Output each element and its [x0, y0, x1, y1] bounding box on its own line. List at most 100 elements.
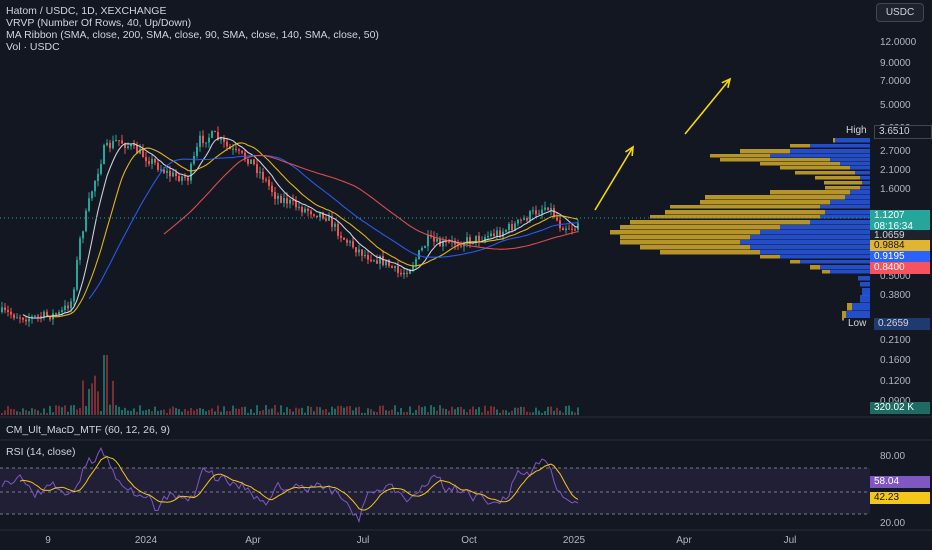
time-axis-label: Jul [356, 535, 370, 546]
candle [160, 169, 162, 171]
candle [232, 148, 234, 150]
candle [265, 179, 267, 181]
volume-bar [37, 410, 39, 415]
volume-profile-up-row [800, 260, 870, 264]
volume-bar [145, 410, 147, 415]
rsi-ma-line [19, 456, 579, 511]
candle [358, 249, 360, 253]
volume-bar [151, 411, 153, 415]
volume-bar [286, 407, 288, 415]
candle [100, 164, 102, 174]
volume-bar [250, 409, 252, 415]
volume-bar [331, 406, 333, 415]
volume-bar [256, 405, 258, 415]
volume-bar [442, 408, 444, 415]
candle [349, 241, 351, 243]
candle [499, 230, 501, 237]
volume-bar [412, 412, 414, 415]
macd-indicator-label[interactable]: CM_Ult_MacD_MTF (60, 12, 26, 9) [6, 424, 170, 436]
volume-bar [97, 391, 99, 415]
candle [151, 158, 153, 164]
volume-bar [259, 411, 261, 415]
candle [541, 209, 543, 214]
volume-bar [223, 406, 225, 415]
time-axis-label: 9 [45, 535, 51, 546]
candle [241, 150, 243, 153]
volume-indicator-label[interactable]: Vol · USDC [6, 41, 60, 53]
candle [373, 260, 375, 262]
candle [574, 229, 576, 231]
volume-bar [247, 412, 249, 415]
currency-button[interactable]: USDC [876, 3, 924, 22]
candle [85, 210, 87, 232]
volume-profile-up-row [780, 255, 870, 259]
candle [355, 247, 357, 253]
candle [58, 311, 60, 315]
candle [40, 316, 42, 318]
ma-line [22, 136, 579, 319]
symbol-title[interactable]: Hatom / USDC, 1D, XEXCHANGE [6, 5, 167, 17]
candle [46, 311, 48, 316]
volume-profile-down-row [795, 171, 855, 175]
candle [34, 315, 36, 317]
candle [73, 289, 75, 302]
volume-profile-up-row [830, 158, 870, 162]
candle [103, 145, 105, 165]
volume-bar [361, 412, 363, 415]
volume-bar [313, 411, 315, 415]
candle [202, 135, 204, 144]
volume-bar [124, 407, 126, 415]
candle [340, 235, 342, 238]
rsi-axis-80: 80.00 [880, 451, 906, 462]
volume-profile-up-row [750, 245, 870, 250]
candle [529, 211, 531, 221]
volume-bar [283, 412, 285, 415]
volume-bar [526, 411, 528, 415]
projection-arrow [594, 146, 634, 211]
volume-profile-down-row [760, 255, 780, 259]
volume-bar [7, 406, 9, 415]
candle [16, 317, 18, 319]
volume-bar [373, 411, 375, 415]
rsi-indicator-label[interactable]: RSI (14, close) [6, 446, 76, 458]
candle [226, 141, 228, 147]
candle [223, 137, 225, 142]
volume-bar [427, 412, 429, 415]
volume-bar [535, 407, 537, 415]
volume-bar [433, 407, 435, 415]
volume-profile-up-row [760, 230, 870, 235]
candle [187, 177, 189, 181]
candle [346, 239, 348, 243]
candle [7, 310, 9, 312]
price-axis-label: 0.0900 [880, 396, 911, 407]
volume-bar [382, 405, 384, 415]
candle [247, 158, 249, 164]
volume-bar [400, 408, 402, 415]
volume-bar [358, 406, 360, 415]
volume-bar [34, 409, 36, 415]
volume-bar [40, 412, 42, 415]
volume-profile-down-row [815, 176, 860, 180]
volume-bar [508, 412, 510, 415]
volume-bar [271, 408, 273, 415]
candle [343, 237, 345, 240]
ma-ribbon-indicator-label[interactable]: MA Ribbon (SMA, close, 200, SMA, close, … [6, 29, 379, 41]
projection-arrow-head [625, 145, 634, 157]
volume-bar [523, 406, 525, 415]
candle [313, 214, 315, 216]
volume-bar [22, 408, 24, 415]
volume-bar [265, 405, 267, 415]
vrvp-indicator-label[interactable]: VRVP (Number Of Rows, 40, Up/Down) [6, 17, 192, 29]
volume-profile-up-row [860, 282, 870, 287]
volume-profile-up-row [835, 138, 870, 143]
price-axis-label: 0.3800 [880, 290, 911, 301]
volume-bar [166, 412, 168, 415]
volume-bar [301, 407, 303, 415]
volume-bar [397, 412, 399, 415]
candle [532, 210, 534, 212]
candle [301, 206, 303, 213]
candle [55, 313, 57, 315]
volume-profile-up-row [860, 176, 870, 180]
candle [121, 140, 123, 144]
